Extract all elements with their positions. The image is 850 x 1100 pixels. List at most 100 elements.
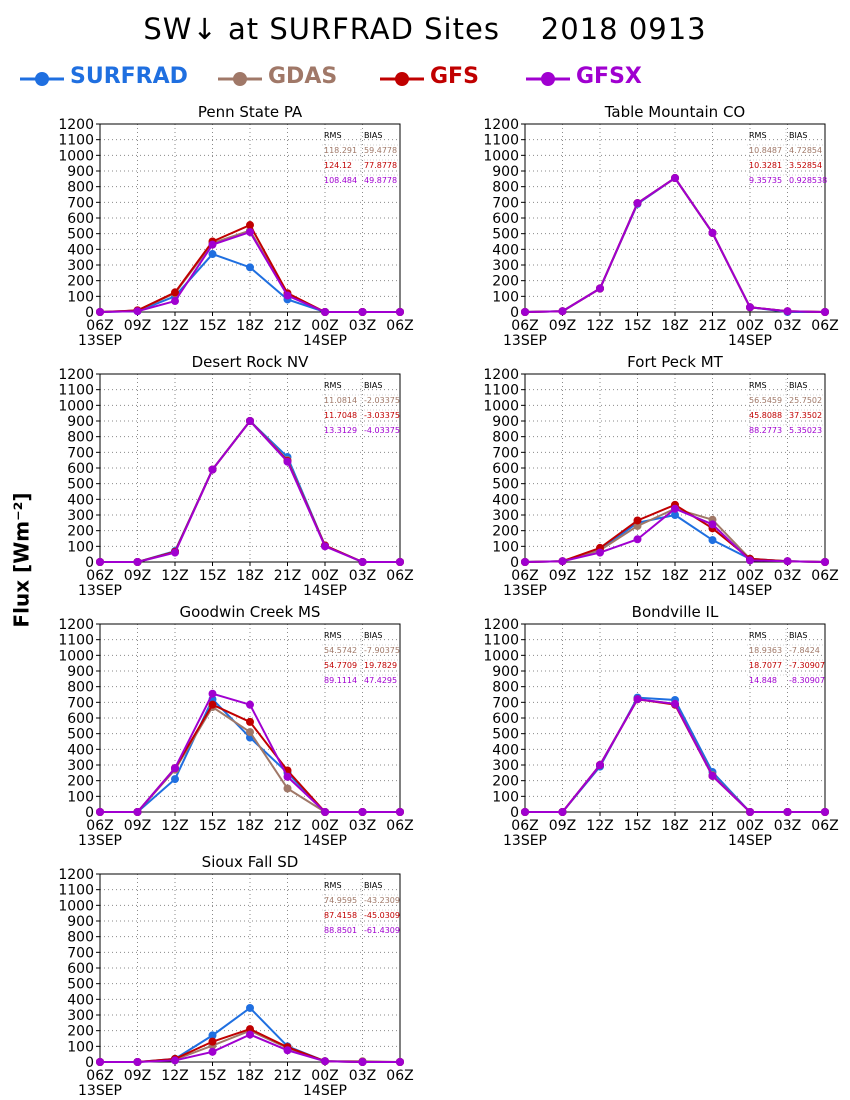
x-tick-label: 06Z (386, 1068, 413, 1084)
y-tick-label: 400 (492, 742, 519, 758)
y-tick-label: 1100 (58, 383, 94, 399)
y-tick-label: 300 (67, 1008, 94, 1024)
y-tick-label: 1100 (483, 383, 519, 399)
stats-rms-gdas: 11.0814 (324, 396, 357, 405)
data-point-surfrad (246, 1003, 254, 1012)
chart-penn-state-pa: Penn State PA 010020030040050060070080090… (58, 103, 413, 349)
stats-bias-gfs: -3.03375 (364, 411, 400, 420)
chart-table-mountain-co: Table Mountain CO 01002003004005006007008… (483, 103, 838, 349)
x-tick-label: 18Z (236, 818, 263, 834)
x-date-label: 13SEP (503, 583, 547, 599)
data-point-gfsx (208, 240, 217, 249)
chart-sioux-fall-sd: Sioux Fall SD 010020030040050060070080090… (58, 853, 413, 1099)
y-tick-label: 1000 (483, 648, 519, 664)
x-date-label: 13SEP (503, 333, 547, 349)
data-point-surfrad (208, 250, 217, 259)
stats-rms-gfs: 124.12 (324, 161, 352, 170)
x-tick-label: 06Z (811, 568, 838, 584)
x-tick-label: 09Z (549, 818, 576, 834)
x-date-label: 14SEP (728, 583, 772, 599)
y-tick-label: 800 (67, 680, 94, 696)
x-date-label: 13SEP (78, 833, 122, 849)
data-point-gfsx (746, 556, 754, 565)
chart-bondville-il: Bondville IL 0100200300400500600700800900… (483, 603, 838, 849)
data-point-gdas (246, 728, 254, 737)
y-tick-label: 700 (67, 945, 94, 961)
y-tick-label: 900 (67, 664, 94, 680)
data-point-gfs (246, 717, 254, 726)
y-tick-label: 800 (67, 180, 94, 196)
y-tick-label: 600 (67, 961, 94, 977)
y-tick-label: 700 (67, 195, 94, 211)
x-tick-label: 09Z (549, 568, 576, 584)
data-point-gfsx (521, 558, 529, 566)
stats-bias-gdas: 4.72854 (789, 146, 822, 155)
stats-header-bias: BIAS (364, 381, 382, 390)
data-point-surfrad (671, 511, 679, 519)
data-point-surfrad (708, 536, 717, 545)
data-point-surfrad (171, 775, 179, 784)
stats-rms-gdas: 56.5459 (749, 396, 782, 405)
y-tick-label: 300 (492, 758, 519, 774)
y-tick-label: 500 (67, 727, 94, 743)
data-point-gfsx (558, 557, 567, 566)
x-tick-label: 03Z (349, 1068, 376, 1084)
x-tick-label: 00Z (736, 818, 763, 834)
stats-header-rms: RMS (324, 881, 342, 890)
data-point-gfs (633, 516, 642, 525)
stats-bias-gfsx: -4.03375 (364, 426, 400, 435)
y-tick-label: 900 (492, 664, 519, 680)
y-tick-label: 100 (67, 289, 94, 305)
y-tick-label: 1200 (483, 367, 519, 383)
x-tick-label: 15Z (199, 568, 226, 584)
data-point-gfsx (133, 1058, 142, 1066)
data-point-gfs (171, 288, 179, 297)
stats-rms-gfs: 10.3281 (749, 161, 782, 170)
y-tick-label: 1200 (483, 617, 519, 633)
y-tick-label: 1200 (483, 117, 519, 133)
chart-goodwin-creek-ms: Goodwin Creek MS 010020030040050060070080… (58, 603, 413, 849)
y-tick-label: 0 (85, 555, 94, 571)
stats-header-bias: BIAS (789, 381, 807, 390)
x-date-label: 13SEP (78, 1083, 122, 1099)
x-tick-label: 18Z (661, 318, 688, 334)
y-tick-label: 900 (67, 914, 94, 930)
data-point-gfsx (321, 808, 329, 816)
x-tick-label: 09Z (124, 818, 151, 834)
legend-label: GDAS (268, 64, 338, 89)
y-tick-label: 200 (67, 1024, 94, 1040)
y-tick-label: 300 (492, 508, 519, 524)
data-point-gfsx (246, 228, 254, 237)
chart-title: Sioux Fall SD (202, 853, 299, 871)
y-tick-label: 0 (510, 305, 519, 321)
data-point-gdas (633, 521, 642, 530)
data-point-gfsx (96, 558, 104, 566)
x-tick-label: 12Z (161, 318, 188, 334)
legend-marker-icon (20, 72, 64, 86)
x-tick-label: 21Z (699, 818, 726, 834)
stats-header-bias: BIAS (789, 631, 807, 640)
y-tick-label: 300 (67, 508, 94, 524)
data-point-gfs (208, 700, 217, 709)
y-tick-label: 300 (67, 258, 94, 274)
data-point-gfsx (283, 772, 292, 781)
data-point-gfsx (821, 558, 829, 566)
y-tick-label: 1200 (58, 117, 94, 133)
stats-rms-gfs: 45.8088 (749, 411, 782, 420)
legend-marker-icon (526, 72, 570, 86)
y-tick-label: 400 (67, 742, 94, 758)
x-tick-label: 09Z (124, 318, 151, 334)
y-tick-label: 0 (85, 1055, 94, 1071)
stats-header-rms: RMS (324, 131, 342, 140)
data-point-gfsx (521, 808, 529, 816)
data-point-gfs (246, 221, 254, 230)
data-point-gfsx (708, 228, 717, 237)
data-point-gfsx (558, 808, 567, 816)
data-point-gfsx (133, 558, 142, 566)
data-point-gfsx (171, 764, 179, 773)
x-tick-label: 06Z (86, 568, 113, 584)
data-point-gfsx (821, 308, 829, 316)
data-point-gfsx (708, 520, 717, 529)
x-tick-label: 18Z (236, 568, 263, 584)
y-tick-label: 1200 (58, 367, 94, 383)
